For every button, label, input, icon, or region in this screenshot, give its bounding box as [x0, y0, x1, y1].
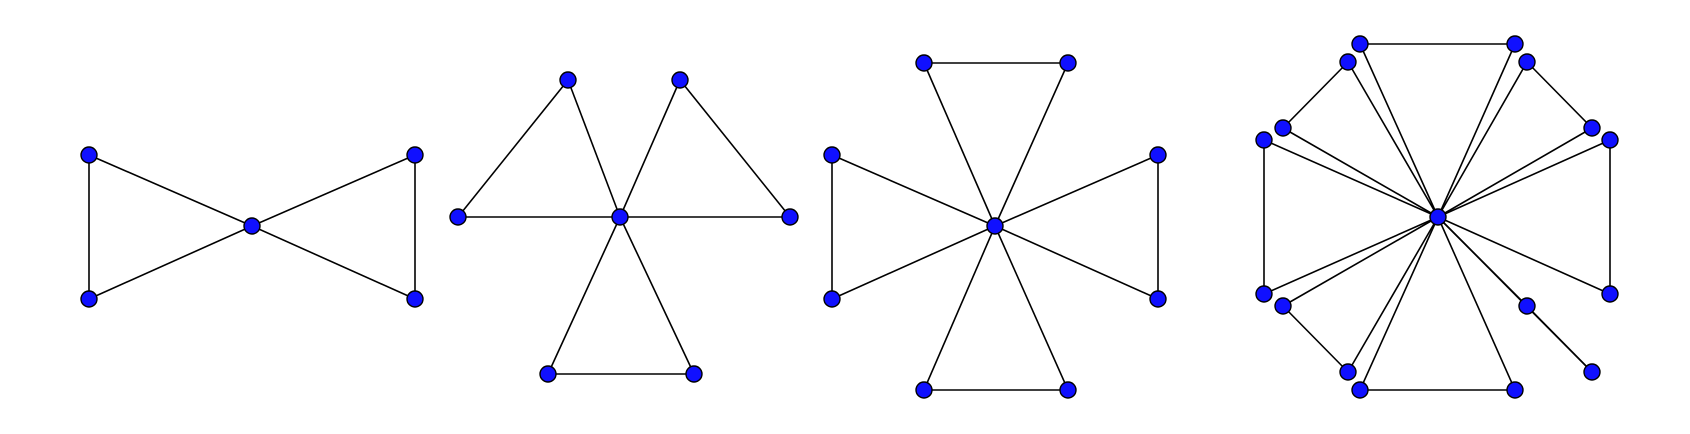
- hub-node: [243, 217, 261, 235]
- graph-edge: [251, 225, 416, 300]
- graph-node: [80, 146, 98, 164]
- graph-edge: [1437, 43, 1516, 218]
- graph-edge: [619, 79, 681, 218]
- graph-node: [1274, 119, 1292, 137]
- graph-node: [1255, 131, 1273, 149]
- graph-node: [406, 146, 424, 164]
- friendship-graph-f2: [80, 146, 424, 308]
- friendship-graph-f3: [449, 71, 799, 383]
- graph-edge: [251, 154, 416, 227]
- graph-node: [1059, 381, 1077, 399]
- graph-node: [1518, 53, 1536, 71]
- graph-edge: [1437, 139, 1611, 218]
- graph-edge: [1263, 216, 1439, 295]
- graph-node: [823, 146, 841, 164]
- graph-node: [1339, 363, 1357, 381]
- graph-edge: [1263, 139, 1439, 218]
- graph-edge: [679, 79, 791, 218]
- graph-node: [1339, 53, 1357, 71]
- hub-node: [611, 208, 629, 226]
- graph-edge: [1359, 43, 1439, 218]
- graph-node: [539, 365, 557, 383]
- node-group: [1255, 35, 1619, 399]
- graph-edge: [1282, 216, 1439, 307]
- edge-group: [88, 154, 416, 300]
- graph-edge: [567, 79, 621, 218]
- graph-node: [1149, 146, 1167, 164]
- graph-node: [685, 365, 703, 383]
- edge-group: [831, 62, 1159, 391]
- graph-edge: [1526, 305, 1593, 373]
- graph-edge: [1437, 61, 1528, 218]
- graph-node: [915, 54, 933, 72]
- graph-edge: [1282, 61, 1349, 129]
- graph-node: [406, 290, 424, 308]
- graph-edge: [619, 216, 695, 375]
- graph-edge: [88, 154, 253, 227]
- graph-node: [1583, 363, 1601, 381]
- graph-edge: [1359, 216, 1439, 391]
- graph-edge: [923, 225, 996, 391]
- graph-edge: [994, 154, 1159, 227]
- graph-edge: [1347, 61, 1439, 218]
- graph-node: [449, 208, 467, 226]
- graph-edge: [1282, 305, 1349, 373]
- graph-edge: [1526, 61, 1593, 129]
- graph-node: [1506, 35, 1524, 53]
- friendship-graph-f4: [823, 54, 1167, 399]
- graph-node: [823, 290, 841, 308]
- graph-edge: [1347, 216, 1439, 373]
- graph-node: [1274, 297, 1292, 315]
- graph-edge: [1437, 127, 1593, 218]
- hub-node: [986, 217, 1004, 235]
- graph-edge: [994, 225, 1159, 300]
- node-group: [449, 71, 799, 383]
- graph-node: [80, 290, 98, 308]
- friendship-graphs: [80, 35, 1619, 399]
- graph-node: [1255, 285, 1273, 303]
- graph-edge: [994, 62, 1069, 227]
- graph-node: [1351, 381, 1369, 399]
- graph-node: [1506, 381, 1524, 399]
- graph-node: [1059, 54, 1077, 72]
- friendship-graph-f8: [1255, 35, 1619, 399]
- edge-group: [457, 79, 791, 375]
- graph-edge: [1437, 216, 1516, 391]
- hub-node: [1429, 208, 1447, 226]
- graph-node: [781, 208, 799, 226]
- graph-edge: [994, 225, 1069, 391]
- graph-node: [559, 71, 577, 89]
- graph-node: [1583, 119, 1601, 137]
- graph-edge: [1437, 216, 1611, 295]
- graph-node: [1351, 35, 1369, 53]
- graph-node: [1601, 131, 1619, 149]
- graph-edge: [831, 154, 996, 227]
- graph-edge: [88, 225, 253, 300]
- graph-node: [915, 381, 933, 399]
- graph-edge: [547, 216, 621, 375]
- graph-edge: [457, 79, 569, 218]
- graph-edge: [1282, 127, 1439, 218]
- graph-edge: [923, 62, 996, 227]
- graph-node: [1149, 290, 1167, 308]
- graph-node: [671, 71, 689, 89]
- graph-node: [1601, 285, 1619, 303]
- edge-group: [1263, 43, 1611, 391]
- graph-edge: [831, 225, 996, 300]
- node-group: [80, 146, 424, 308]
- graph-node: [1518, 297, 1536, 315]
- node-group: [823, 54, 1167, 399]
